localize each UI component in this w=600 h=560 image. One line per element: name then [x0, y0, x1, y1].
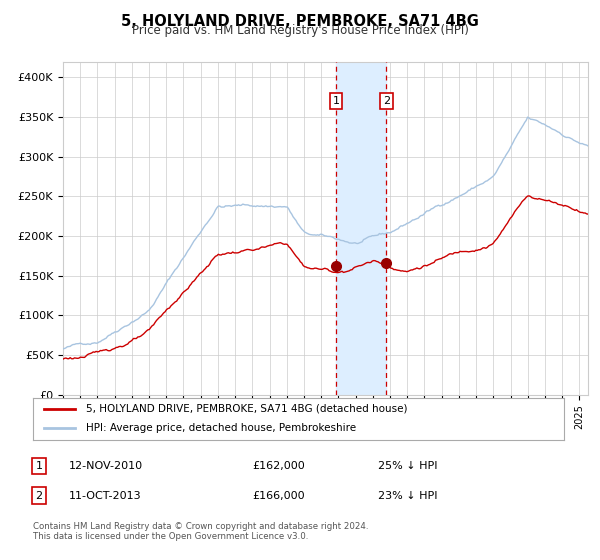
Text: 23% ↓ HPI: 23% ↓ HPI [378, 491, 437, 501]
Bar [336, 62, 386, 395]
Text: 2: 2 [383, 96, 390, 106]
Text: 12-NOV-2010: 12-NOV-2010 [69, 461, 143, 471]
Text: 1: 1 [35, 461, 43, 471]
Text: 11-OCT-2013: 11-OCT-2013 [69, 491, 142, 501]
Text: HPI: Average price, detached house, Pembrokeshire: HPI: Average price, detached house, Pemb… [86, 423, 356, 433]
Text: 5, HOLYLAND DRIVE, PEMBROKE, SA71 4BG (detached house): 5, HOLYLAND DRIVE, PEMBROKE, SA71 4BG (d… [86, 404, 407, 414]
Text: £166,000: £166,000 [252, 491, 305, 501]
Text: Contains HM Land Registry data © Crown copyright and database right 2024.
This d: Contains HM Land Registry data © Crown c… [33, 522, 368, 542]
Text: £162,000: £162,000 [252, 461, 305, 471]
Text: 2: 2 [35, 491, 43, 501]
Text: 5, HOLYLAND DRIVE, PEMBROKE, SA71 4BG: 5, HOLYLAND DRIVE, PEMBROKE, SA71 4BG [121, 14, 479, 29]
Text: Price paid vs. HM Land Registry's House Price Index (HPI): Price paid vs. HM Land Registry's House … [131, 24, 469, 37]
Text: 25% ↓ HPI: 25% ↓ HPI [378, 461, 437, 471]
Text: 1: 1 [332, 96, 340, 106]
